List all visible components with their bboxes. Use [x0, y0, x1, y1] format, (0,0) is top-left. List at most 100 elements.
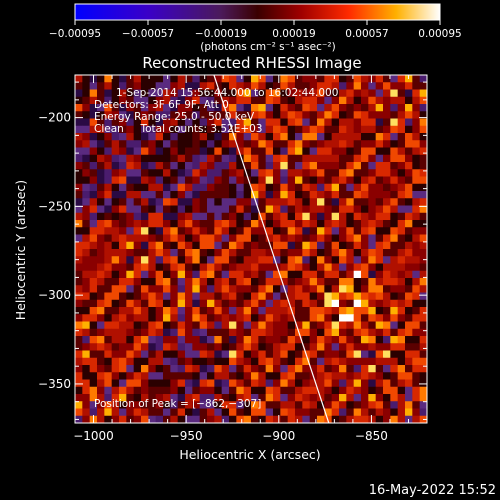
heatmap-cell — [265, 357, 274, 366]
heatmap-cell — [185, 365, 193, 373]
heatmap-cell — [236, 249, 245, 257]
heatmap-cell — [353, 205, 362, 214]
heatmap-cell — [346, 278, 355, 286]
heatmap-cell — [243, 147, 252, 156]
heatmap-cell — [265, 285, 274, 293]
heatmap-cell — [353, 372, 362, 380]
heatmap-cell — [339, 133, 347, 141]
heatmap-cell — [185, 104, 193, 112]
heatmap-cell — [177, 263, 186, 272]
heatmap-cell — [243, 350, 252, 359]
y-tick-label: −200 — [38, 111, 71, 125]
heatmap-cell — [75, 125, 83, 134]
heatmap-cell — [163, 357, 171, 366]
heatmap-cell — [236, 96, 245, 105]
heatmap-cell — [111, 249, 120, 257]
heatmap-cell — [302, 89, 311, 98]
heatmap-cell — [229, 118, 237, 127]
heatmap-cell — [405, 234, 413, 243]
heatmap-cell — [163, 147, 171, 156]
heatmap-cell — [419, 343, 427, 351]
heatmap-cell — [199, 82, 208, 90]
heatmap-cell — [229, 162, 237, 170]
heatmap-cell — [346, 176, 355, 185]
heatmap-cell — [185, 249, 193, 257]
heatmap-cell — [192, 386, 201, 395]
heatmap-cell — [229, 220, 237, 228]
heatmap-cell — [353, 249, 362, 257]
heatmap-cell — [287, 234, 296, 243]
heatmap-cell — [199, 212, 208, 221]
heatmap-cell — [236, 140, 245, 148]
heatmap-cell — [75, 212, 83, 221]
heatmap-cell — [287, 343, 296, 351]
heatmap-cell — [126, 111, 135, 119]
heatmap-cell — [155, 147, 164, 156]
heatmap-cell — [185, 270, 193, 279]
heatmap-cell — [258, 227, 267, 235]
heatmap-cell — [287, 328, 296, 337]
heatmap-cell — [89, 365, 98, 373]
heatmap-cell — [280, 140, 289, 148]
heatmap-cell — [390, 372, 399, 380]
heatmap-cell — [405, 321, 413, 330]
heatmap-cell — [353, 82, 362, 90]
heatmap-cell — [353, 133, 362, 141]
heatmap-cell — [177, 133, 186, 141]
heatmap-cell — [302, 256, 311, 264]
heatmap-cell — [185, 307, 193, 315]
heatmap-cell — [280, 328, 289, 337]
heatmap-cell — [104, 162, 113, 170]
heatmap-cell — [419, 118, 427, 127]
heatmap-cell — [353, 256, 362, 264]
heatmap-cell — [331, 162, 340, 170]
heatmap-cell — [258, 263, 267, 272]
heatmap-cell — [229, 198, 237, 206]
heatmap-cell — [302, 336, 311, 344]
heatmap-cell — [229, 314, 237, 322]
heatmap-cell — [280, 118, 289, 127]
heatmap-cell — [89, 234, 98, 243]
heatmap-cell — [397, 125, 406, 134]
heatmap-cell — [353, 118, 362, 127]
heatmap-cell — [309, 118, 318, 127]
heatmap-cell — [163, 133, 171, 141]
heatmap-cell — [111, 118, 120, 127]
heatmap-cell — [221, 401, 230, 409]
heatmap-cell — [177, 285, 186, 293]
heatmap-cell — [199, 270, 208, 279]
heatmap-cell — [192, 415, 201, 423]
heatmap-cell — [353, 111, 362, 119]
heatmap-cell — [368, 408, 377, 417]
heatmap-cell — [375, 365, 384, 373]
heatmap-cell — [229, 336, 237, 344]
heatmap-cell — [148, 140, 157, 148]
heatmap-cell — [126, 343, 135, 351]
heatmap-cell — [353, 147, 362, 156]
heatmap-cell — [170, 133, 179, 141]
heatmap-cell — [295, 372, 303, 380]
heatmap-cell — [397, 394, 406, 402]
heatmap-cell — [243, 321, 252, 330]
heatmap-cell — [185, 75, 193, 83]
heatmap-cell — [243, 154, 252, 163]
heatmap-cell — [287, 212, 296, 221]
heatmap-cell — [207, 401, 215, 409]
heatmap-cell — [361, 350, 369, 359]
heatmap-cell — [97, 415, 105, 423]
heatmap-cell — [331, 220, 340, 228]
heatmap-cell — [163, 75, 171, 83]
heatmap-cell — [75, 336, 83, 344]
heatmap-cell — [89, 278, 98, 286]
heatmap-cell — [97, 212, 105, 221]
heatmap-cell — [324, 263, 333, 272]
heatmap-cell — [199, 263, 208, 272]
heatmap-cell — [141, 336, 149, 344]
heatmap-cell — [207, 191, 215, 199]
heatmap-cell — [346, 292, 355, 301]
heatmap-cell — [368, 205, 377, 214]
heatmap-cell — [119, 140, 127, 148]
heatmap-cell — [302, 357, 311, 366]
heatmap-cell — [89, 212, 98, 221]
heatmap-cell — [287, 111, 296, 119]
